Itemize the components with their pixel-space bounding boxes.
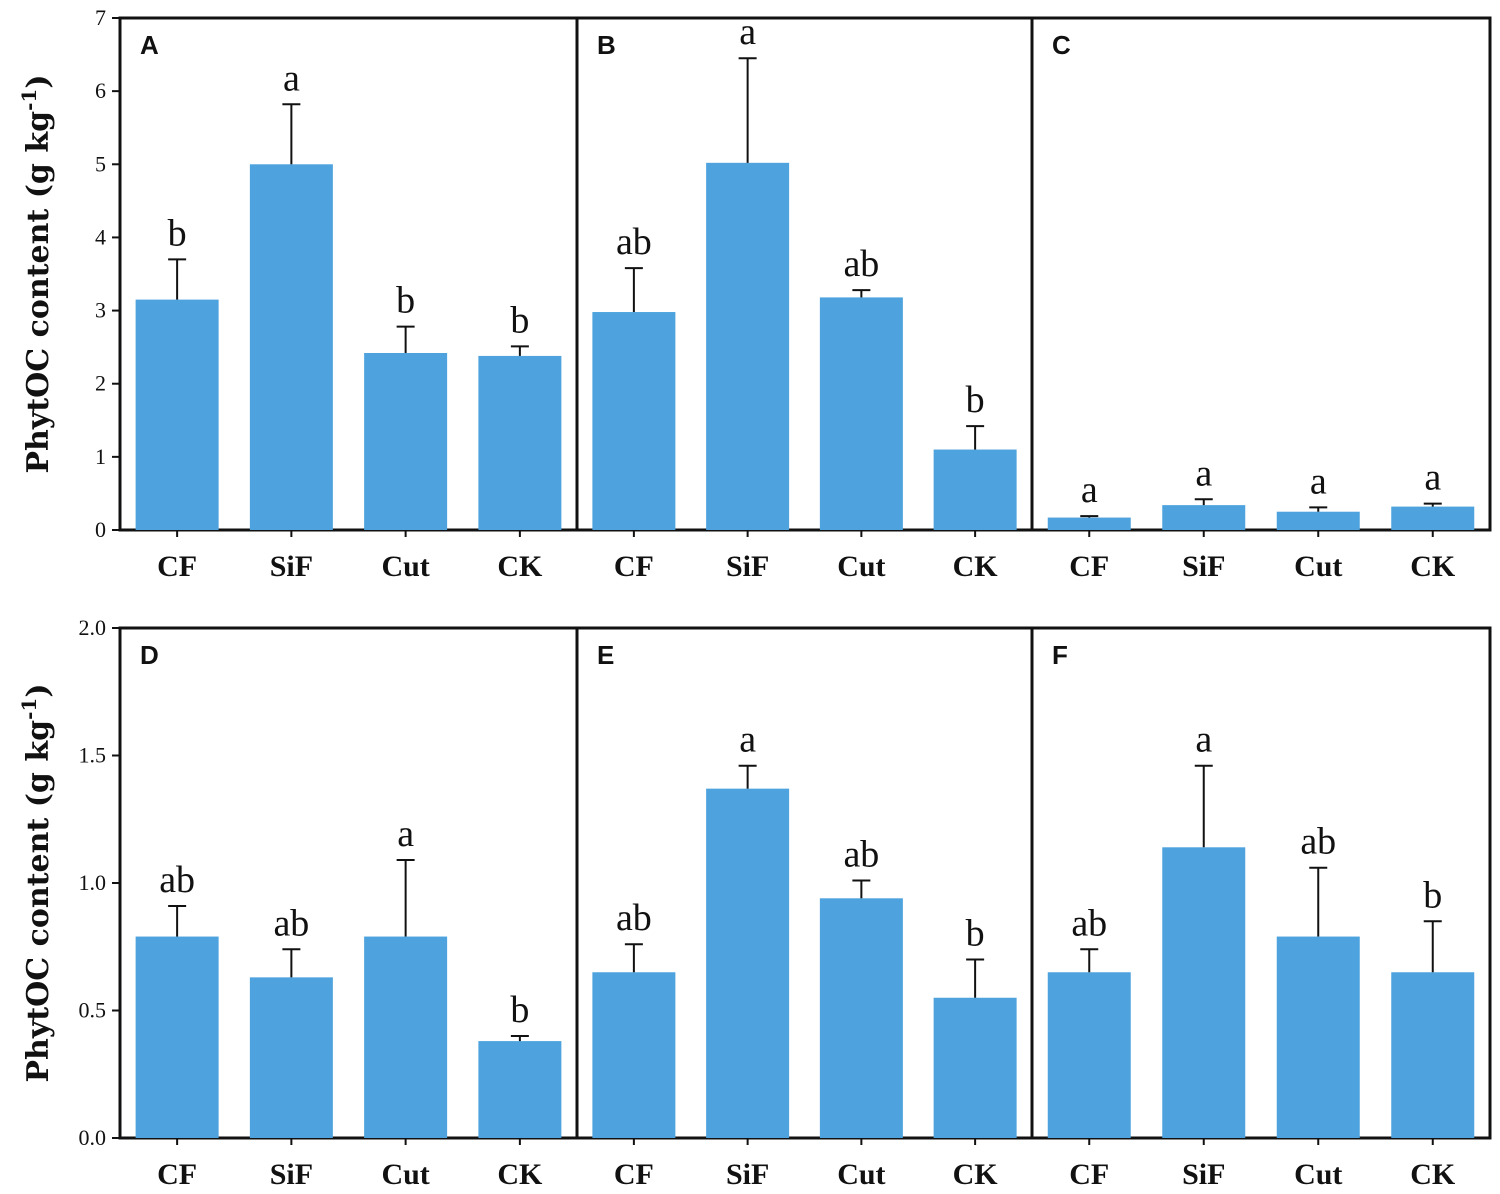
bar-B-Cut [819, 297, 903, 530]
x-category-label: SiF [726, 1158, 769, 1191]
sig-letter-E-CF: ab [616, 897, 652, 939]
sig-letter-A-CF: b [168, 212, 187, 254]
bar-C-SiF [1162, 505, 1246, 530]
bar-A-CF [135, 299, 219, 530]
sig-letter-A-Cut: b [396, 280, 415, 322]
x-category-label: CF [157, 550, 197, 583]
panel-label-A: A [140, 30, 159, 60]
x-category-label: Cut [1294, 550, 1342, 583]
y-tick-label: 7 [95, 5, 106, 30]
bar-A-Cut [364, 352, 448, 530]
sig-letter-D-Cut: a [397, 813, 414, 855]
y-tick-label: 5 [95, 151, 106, 176]
x-category-label: CF [1069, 550, 1109, 583]
y-axis-label: PhytOC content (g kg-1) [17, 683, 56, 1082]
x-category-label: Cut [381, 1158, 429, 1191]
bar-F-Cut [1276, 936, 1360, 1138]
bar-E-CF [592, 972, 676, 1138]
y-tick-label: 0 [95, 517, 106, 542]
sig-letter-C-CK: a [1424, 457, 1441, 499]
x-category-label: SiF [1182, 550, 1225, 583]
sig-letter-B-CK: b [966, 379, 985, 421]
x-category-label: CF [614, 1158, 654, 1191]
panel-frame-F [1030, 626, 1492, 1140]
y-tick-label: 1.0 [79, 870, 107, 895]
x-category-label: CK [497, 1158, 543, 1191]
panel-label-E: E [597, 640, 614, 670]
bar-E-CK [933, 997, 1017, 1138]
panel-label-C: C [1052, 30, 1071, 60]
bar-A-CK [478, 355, 562, 530]
bar-A-SiF [249, 164, 333, 531]
sig-letter-B-CF: ab [616, 221, 652, 263]
sig-letter-F-CK: b [1423, 874, 1442, 916]
bar-C-Cut [1276, 511, 1360, 530]
sig-letter-E-Cut: ab [843, 833, 879, 875]
x-category-label: SiF [1182, 1158, 1225, 1191]
x-category-label: SiF [270, 1158, 313, 1191]
panel-label-D: D [140, 640, 159, 670]
x-category-label: SiF [270, 550, 313, 583]
y-tick-label: 1 [95, 444, 106, 469]
bar-B-CK [933, 449, 1017, 530]
sig-letter-A-CK: b [510, 299, 529, 341]
x-category-label: CK [1410, 1158, 1456, 1191]
bar-C-CK [1391, 506, 1475, 530]
bar-D-SiF [249, 977, 333, 1138]
y-tick-label: 6 [95, 78, 106, 103]
x-category-label: CK [953, 550, 999, 583]
x-category-label: CF [1069, 1158, 1109, 1191]
bar-F-SiF [1162, 847, 1246, 1138]
bar-D-Cut [364, 936, 448, 1138]
sig-letter-A-SiF: a [283, 57, 300, 99]
y-tick-label: 4 [95, 224, 106, 249]
x-category-label: CF [157, 1158, 197, 1191]
sig-letter-B-SiF: a [739, 11, 756, 53]
panel-label-B: B [597, 30, 616, 60]
sig-letter-D-CK: b [510, 989, 529, 1031]
sig-letter-C-Cut: a [1310, 460, 1327, 502]
y-tick-label: 2 [95, 371, 106, 396]
x-category-label: CK [497, 550, 543, 583]
bar-F-CK [1391, 972, 1475, 1138]
sig-letter-F-Cut: ab [1300, 821, 1336, 863]
y-tick-label: 3 [95, 298, 106, 323]
x-category-label: Cut [837, 550, 885, 583]
bar-C-CF [1047, 517, 1131, 530]
x-category-label: SiF [726, 550, 769, 583]
sig-letter-F-SiF: a [1195, 719, 1212, 761]
sig-letter-E-CK: b [966, 913, 985, 955]
x-category-label: CK [1410, 550, 1456, 583]
sig-letter-E-SiF: a [739, 719, 756, 761]
sig-letter-F-CF: ab [1071, 902, 1107, 944]
bar-F-CF [1047, 972, 1131, 1138]
sig-letter-C-CF: a [1081, 469, 1098, 511]
sig-letter-D-CF: ab [159, 859, 195, 901]
x-category-label: Cut [1294, 1158, 1342, 1191]
bar-D-CF [135, 936, 219, 1138]
x-category-label: CF [614, 550, 654, 583]
y-tick-label: 2.0 [79, 615, 107, 640]
bar-D-CK [478, 1041, 562, 1138]
bar-B-CF [592, 312, 676, 530]
panel-frame-C [1030, 16, 1492, 532]
y-tick-label: 0.5 [79, 998, 107, 1023]
x-category-label: Cut [381, 550, 429, 583]
panel-label-F: F [1052, 640, 1068, 670]
sig-letter-D-SiF: ab [273, 902, 309, 944]
y-tick-label: 0.0 [79, 1125, 107, 1150]
sig-letter-B-Cut: ab [843, 243, 879, 285]
bar-B-SiF [706, 162, 790, 530]
x-category-label: CK [953, 1158, 999, 1191]
y-axis-label: PhytOC content (g kg-1) [17, 74, 56, 473]
x-category-label: Cut [837, 1158, 885, 1191]
bar-E-Cut [819, 898, 903, 1138]
y-tick-label: 1.5 [79, 743, 107, 768]
bar-E-SiF [706, 788, 790, 1138]
sig-letter-C-SiF: a [1195, 452, 1212, 494]
